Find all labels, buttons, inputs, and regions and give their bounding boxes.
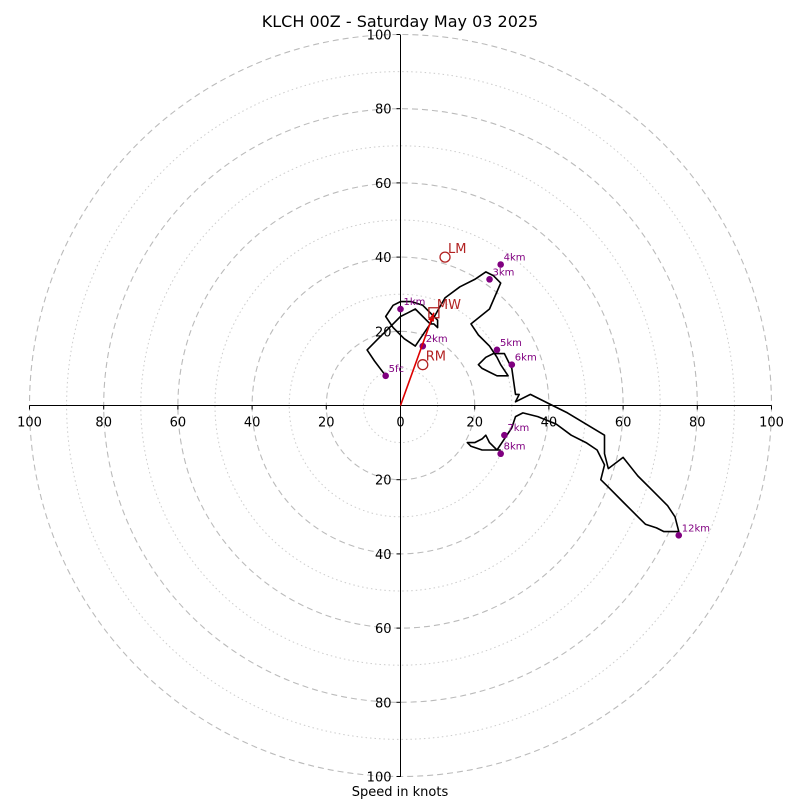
height-marker-label: 8km — [504, 442, 526, 453]
height-marker-dot — [382, 372, 389, 380]
x-tick-label: 100 — [17, 416, 42, 431]
height-marker-dot — [497, 450, 504, 458]
height-marker-dot — [508, 361, 516, 368]
height-marker-label: 1km — [404, 297, 426, 308]
y-tick-label: 100 — [367, 29, 392, 44]
x-tick-label: 40 — [244, 416, 261, 431]
tick-labels: 100 80 60 40 20 0 20 40 60 80 10010080604020204060… — [17, 29, 784, 786]
y-tick-label: 80 — [375, 103, 392, 118]
height-marker-dot — [486, 276, 493, 283]
storm-motion-label: RM — [426, 350, 446, 365]
hodograph-line — [366, 271, 680, 533]
y-tick-label: 20 — [375, 474, 392, 489]
storm-motion-markers: LM MW RM — [399, 242, 466, 406]
height-marker-dot — [497, 261, 504, 268]
x-tick-label: 60 — [615, 416, 632, 431]
height-marker-label: 7km — [507, 423, 529, 434]
y-tick-label: 60 — [375, 622, 392, 637]
x-tick-label: 20 — [466, 416, 483, 431]
y-tick-label: 60 — [375, 177, 392, 192]
x-tick-label: 60 — [170, 416, 187, 431]
y-tick-label: 80 — [375, 696, 392, 711]
height-marker-label: 3km — [493, 267, 515, 278]
mean-wind-marker — [428, 307, 440, 319]
height-marker-label: 5km — [500, 338, 522, 349]
hodograph-trace — [366, 271, 680, 533]
height-marker-label: 5fc — [389, 364, 404, 375]
x-tick-label: 80 — [95, 416, 112, 431]
height-marker-dot — [493, 346, 501, 354]
height-marker-label: 12km — [682, 523, 710, 534]
x-tick-label: 20 — [318, 416, 335, 431]
height-markers: 5fc 1km 2km 3km 4km 5km 6km 7km 8km 12km — [382, 253, 710, 539]
height-marker-dot — [675, 532, 683, 539]
chart-title: KLCH 00Z - Saturday May 03 2025 — [262, 12, 538, 31]
y-tick-label: 40 — [375, 548, 392, 563]
y-tick-label: 40 — [375, 251, 392, 266]
x-tick-label: 0 — [396, 416, 404, 431]
storm-motion-label: LM — [448, 242, 466, 257]
y-tick-label: 100 — [367, 771, 392, 786]
x-axis-label: Speed in knots — [352, 785, 449, 800]
height-marker-label: 2km — [426, 334, 448, 345]
height-marker-label: 6km — [515, 353, 537, 364]
storm-motion-label: MW — [437, 298, 461, 313]
shear-vector-line — [399, 312, 435, 406]
height-marker-dot — [501, 431, 508, 439]
storm-motion-marker — [439, 251, 451, 263]
x-tick-label: 80 — [689, 416, 706, 431]
height-marker-dot — [397, 305, 404, 313]
x-tick-label: 100 — [759, 416, 784, 431]
storm-motion-marker — [417, 359, 429, 371]
height-marker-label: 4km — [504, 253, 526, 264]
